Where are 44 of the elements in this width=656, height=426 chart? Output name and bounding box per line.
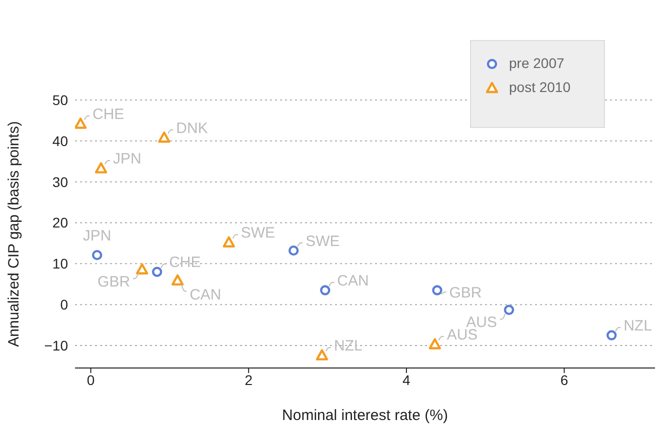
x-tick-label: 6 bbox=[560, 372, 568, 388]
annotation: DNK bbox=[176, 120, 208, 137]
x-axis-title: Nominal interest rate (%) bbox=[282, 407, 448, 424]
point bbox=[432, 285, 442, 296]
point bbox=[320, 285, 330, 296]
annotation: CAN bbox=[337, 272, 369, 290]
y-tick-label: 0 bbox=[60, 296, 68, 313]
point bbox=[94, 162, 108, 174]
y-tick-label: 50 bbox=[52, 92, 68, 108]
point bbox=[316, 349, 328, 360]
point bbox=[288, 245, 299, 256]
point bbox=[428, 338, 441, 350]
point bbox=[92, 250, 102, 260]
annotation: GBR bbox=[98, 274, 130, 291]
point bbox=[75, 118, 87, 129]
y-axis-title: Annualized CIP gap (basis points) bbox=[5, 121, 22, 347]
point bbox=[152, 266, 162, 277]
annotation: CAN bbox=[190, 286, 222, 304]
annotation: CHE bbox=[169, 254, 201, 272]
annotation: JPN bbox=[82, 227, 112, 244]
point bbox=[504, 304, 514, 315]
y-tick-label: 20 bbox=[52, 214, 68, 231]
annotation: GBR bbox=[449, 284, 482, 302]
point bbox=[136, 263, 148, 274]
x-tick-label: 2 bbox=[244, 372, 253, 388]
y-tick-label: 30 bbox=[52, 174, 68, 190]
annotation: SWE bbox=[240, 224, 276, 242]
annotation: AUS bbox=[446, 326, 478, 344]
point bbox=[222, 236, 235, 248]
x-tick-label: 4 bbox=[402, 372, 411, 388]
annotation: SWE bbox=[306, 232, 340, 250]
annotation: CHE bbox=[92, 106, 124, 123]
y-tick-label: −10 bbox=[44, 337, 68, 354]
legend-label: pre 2007 bbox=[509, 55, 564, 71]
annotation: NZL bbox=[624, 318, 652, 335]
y-tick-label: 10 bbox=[52, 256, 68, 272]
y-tick-label: 40 bbox=[52, 132, 68, 149]
point bbox=[171, 274, 184, 286]
point bbox=[158, 132, 170, 143]
point bbox=[606, 330, 617, 340]
legend-label: post 2010 bbox=[509, 79, 570, 95]
annotation: JPN bbox=[113, 150, 142, 168]
annotation: NZL bbox=[334, 338, 362, 355]
x-tick-label: 0 bbox=[86, 372, 95, 388]
